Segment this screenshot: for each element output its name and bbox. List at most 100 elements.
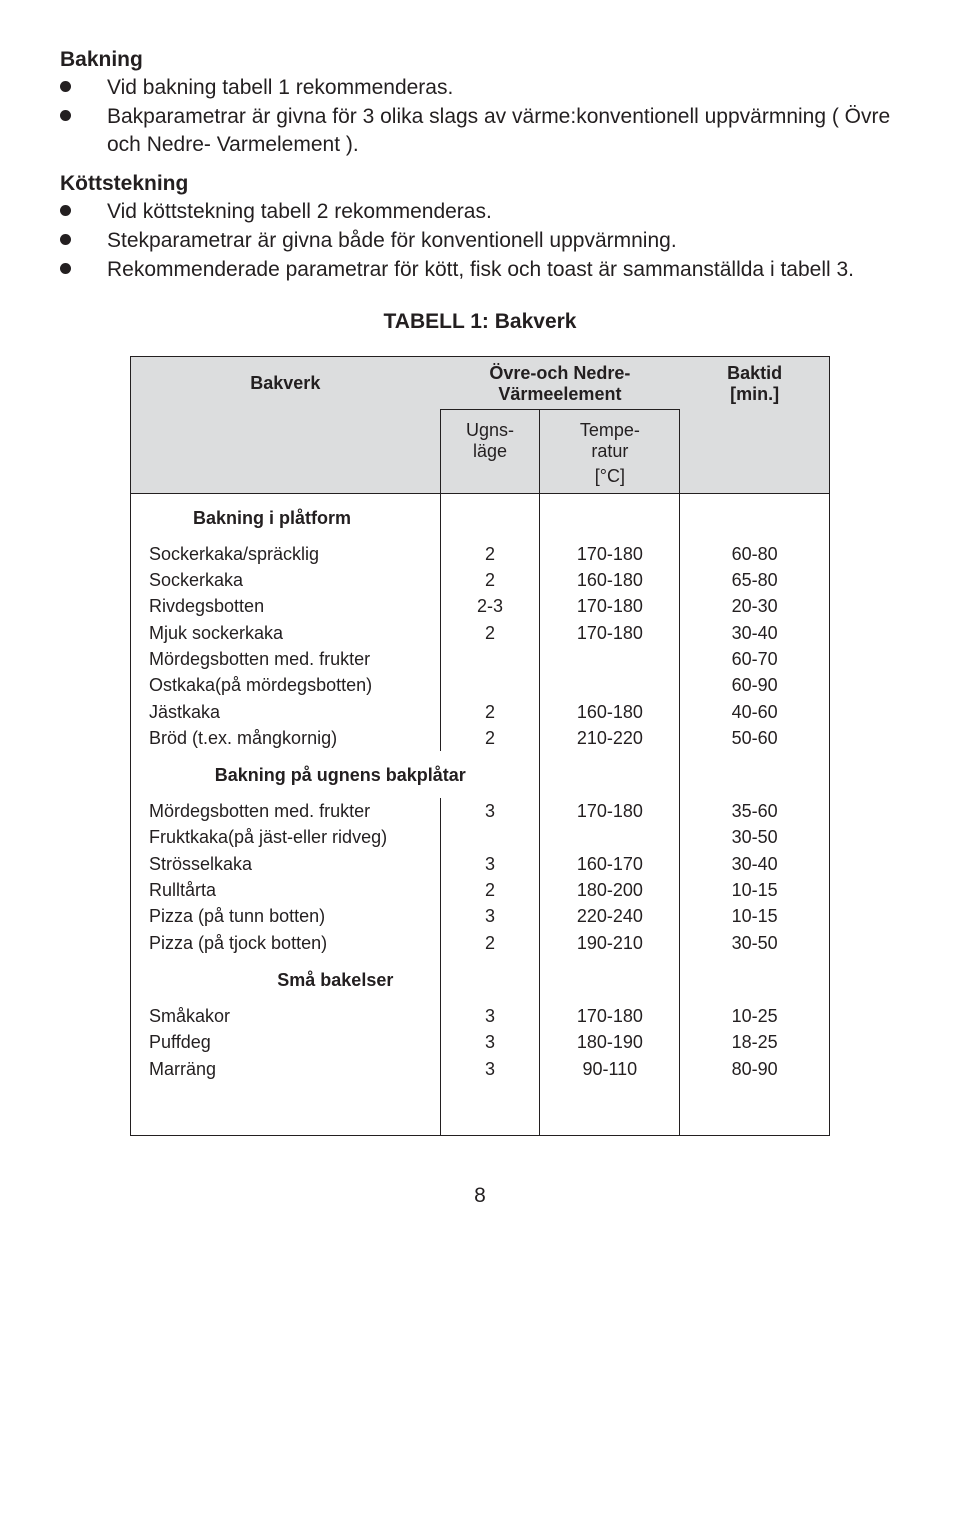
cell-name: Pizza (på tjock botten) [131,930,441,956]
bullet-icon [60,205,71,216]
bullet: Vid bakning tabell 1 rekommenderas. [60,74,900,101]
cell-temp: 220-240 [540,903,680,929]
hdr-tid: Baktid[min.] [680,356,830,493]
cell-lage: 2 [440,930,540,956]
cell-tid: 30-40 [680,851,830,877]
bullets-bakning: Vid bakning tabell 1 rekommenderas. Bakp… [60,74,900,158]
table-row: Rivdegsbotten2-3170-18020-30 [131,593,830,619]
hdr-ovre: Övre-och Nedre-Värmeelement [440,356,680,409]
cell-lage [440,672,540,698]
bullet-icon [60,263,71,274]
group-label: Bakning i plåtform [149,508,432,529]
table-row: Sockerkaka/spräcklig2170-18060-80 [131,541,830,567]
cell-tid: 60-90 [680,672,830,698]
cell-name: Mjuk sockerkaka [131,620,441,646]
cell-name: Marräng [131,1056,441,1082]
page-number: 8 [60,1184,900,1208]
cell-lage: 3 [440,1056,540,1082]
cell-tid: 80-90 [680,1056,830,1082]
table-row: Mördegsbotten med. frukter 60-70 [131,646,830,672]
table-row: Ostkaka(på mördegsbotten)60-90 [131,672,830,698]
bottom-row [131,1102,830,1136]
bullet: Stekparametrar är givna både för konvent… [60,227,900,254]
cell-name: Jästkaka [131,699,441,725]
cell-name: Strösselkaka [131,851,441,877]
cell-name: Sockerkaka/spräcklig [131,541,441,567]
cell-temp: 180-190 [540,1029,680,1055]
group-label: Små bakelser [149,970,432,991]
bakverk-table: Bakverk Övre-och Nedre-Värmeelement Bakt… [130,356,830,1137]
cell-tid: 18-25 [680,1029,830,1055]
cell-lage: 3 [440,1003,540,1029]
bullet-icon [60,110,71,121]
cell-name: Fruktkaka(på jäst-eller ridveg) [131,824,441,850]
cell-name: Småkakor [131,1003,441,1029]
cell-temp: 210-220 [540,725,680,751]
group-label-row: Små bakelser [131,956,830,1003]
cell-temp: 170-180 [540,593,680,619]
group-label: Bakning på ugnens bakplåtar [149,765,531,786]
cell-tid: 60-70 [680,646,830,672]
bullet: Vid köttstekning tabell 2 rekommenderas. [60,198,900,225]
table-title: TABELL 1: Bakverk [60,310,900,334]
cell-lage: 3 [440,1029,540,1055]
cell-temp: 170-180 [540,798,680,824]
cell-tid: 10-15 [680,877,830,903]
hdr-bakverk: Bakverk [131,356,441,493]
cell-tid: 10-15 [680,903,830,929]
cell-tid: 60-80 [680,541,830,567]
cell-name: Puffdeg [131,1029,441,1055]
bullet-text: Bakparametrar är givna för 3 olika slags… [107,103,900,158]
table-row: Puffdeg3180-19018-25 [131,1029,830,1055]
hdr-lage: Ugns-läge [440,409,540,493]
table-row: Mjuk sockerkaka2170-18030-40 [131,620,830,646]
cell-lage [440,824,540,850]
cell-tid: 50-60 [680,725,830,751]
cell-temp [540,646,680,672]
table-row: Pizza (på tunn botten)3220-24010-15 [131,903,830,929]
bullet: Rekommenderade parametrar för kött, fisk… [60,256,900,283]
cell-name: Mördegsbotten med. frukter [131,798,441,824]
group-label-cell: Bakning i plåtform [131,493,441,541]
cell-name: Bröd (t.ex. mångkornig) [131,725,441,751]
cell-tid: 10-25 [680,1003,830,1029]
group-label-row: Bakning i plåtform [131,493,830,541]
table-header-row-1: Bakverk Övre-och Nedre-Värmeelement Bakt… [131,356,830,409]
cell-tid: 35-60 [680,798,830,824]
cell-lage: 2-3 [440,593,540,619]
bullet-icon [60,234,71,245]
cell-lage: 2 [440,620,540,646]
cell-name: Mördegsbotten med. frukter [131,646,441,672]
cell-temp: 160-180 [540,699,680,725]
cell-lage: 2 [440,725,540,751]
bullet-icon [60,81,71,92]
table-row: Bröd (t.ex. mångkornig)2210-22050-60 [131,725,830,751]
cell-temp: 180-200 [540,877,680,903]
cell-name: Rulltårta [131,877,441,903]
cell-temp: 170-180 [540,541,680,567]
table-row: Småkakor3170-18010-25 [131,1003,830,1029]
bullet-text: Stekparametrar är givna både för konvent… [107,227,677,254]
cell-temp: 170-180 [540,1003,680,1029]
group-label-row: Bakning på ugnens bakplåtar [131,751,830,798]
bullets-kottstekning: Vid köttstekning tabell 2 rekommenderas.… [60,198,900,284]
table-row: Marräng390-11080-90 [131,1056,830,1082]
table-row: Sockerkaka2160-18065-80 [131,567,830,593]
cell-tid: 30-40 [680,620,830,646]
cell-lage: 3 [440,851,540,877]
cell-name: Pizza (på tunn botten) [131,903,441,929]
bullet-text: Vid bakning tabell 1 rekommenderas. [107,74,453,101]
cell-lage: 3 [440,903,540,929]
cell-temp: 90-110 [540,1056,680,1082]
table-row: Pizza (på tjock botten)2190-21030-50 [131,930,830,956]
cell-temp [540,672,680,698]
cell-lage [440,646,540,672]
cell-lage: 2 [440,567,540,593]
hdr-temp-unit: [°C] [546,466,673,487]
table-row: Fruktkaka(på jäst-eller ridveg)30-50 [131,824,830,850]
table-row: Strösselkaka3160-17030-40 [131,851,830,877]
cell-tid: 20-30 [680,593,830,619]
cell-temp [540,824,680,850]
heading-kottstekning: Köttstekning [60,172,900,196]
table-row: Jästkaka2160-18040-60 [131,699,830,725]
